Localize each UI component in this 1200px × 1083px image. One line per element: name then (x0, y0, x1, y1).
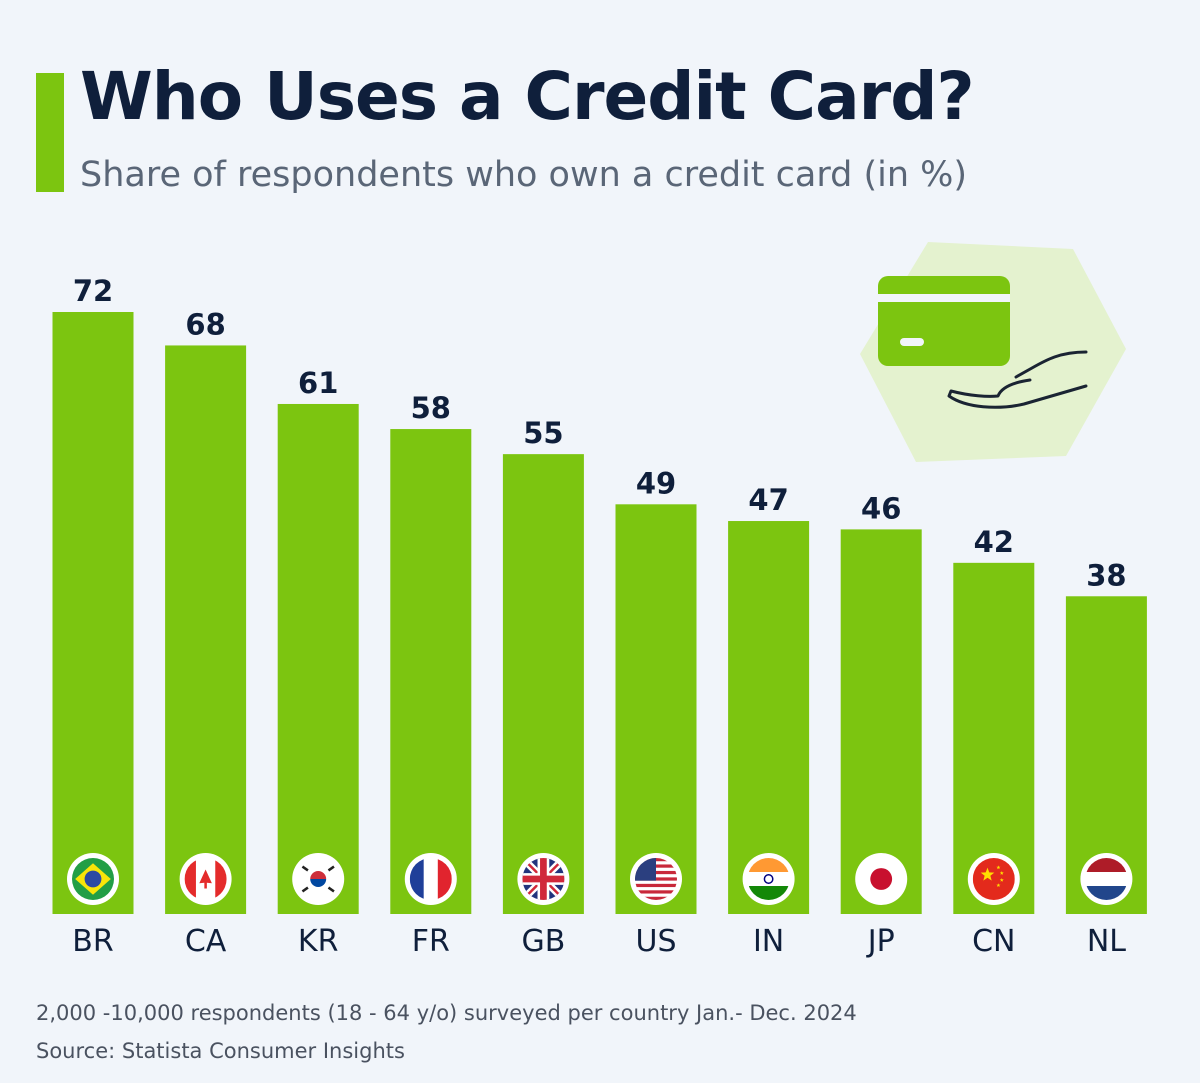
india-flag-icon (742, 853, 795, 905)
value-label-jp: 46 (861, 491, 901, 525)
brazil-flag-icon (67, 853, 119, 905)
south-korea-flag-icon (292, 853, 345, 905)
category-label-cn: CN (972, 924, 1015, 959)
bar-gb (502, 454, 584, 914)
netherlands-flag-icon (1080, 853, 1133, 905)
bar-ca (165, 345, 247, 914)
category-label-jp: JP (866, 924, 895, 959)
credit-card-stripe (878, 294, 1010, 302)
category-label-br: BR (72, 924, 113, 959)
title-accent-bar (36, 73, 64, 192)
footnote: 2,000 -10,000 respondents (18 - 64 y/o) … (36, 1001, 857, 1025)
category-label-ca: CA (185, 924, 227, 959)
hand-outline (947, 350, 1088, 409)
france-flag-icon (404, 853, 457, 905)
bar-fr (390, 429, 472, 914)
bar-br (52, 312, 134, 914)
category-label-nl: NL (1087, 924, 1126, 959)
bar-kr (277, 403, 359, 914)
value-label-br: 72 (73, 274, 113, 308)
bar-jp (840, 529, 922, 914)
chart-title: Who Uses a Credit Card? (80, 58, 975, 135)
credit-card-in-hand-icon (860, 242, 1126, 462)
value-label-nl: 38 (1086, 558, 1126, 592)
chart-subtitle: Share of respondents who own a credit ca… (80, 155, 968, 195)
bar-chart: 72 BR 68 CA 61 KR 58 FR 55 GB 49 US 47 IN 46 JP 42 CN 38 NL (52, 274, 1147, 959)
value-label-kr: 61 (298, 366, 338, 400)
uk-flag-icon (517, 853, 570, 905)
category-label-gb: GB (521, 924, 565, 959)
category-label-fr: FR (412, 924, 450, 959)
usa-flag-icon (630, 853, 682, 905)
value-label-ca: 68 (185, 307, 225, 341)
category-label-in: IN (753, 924, 784, 959)
bar-us (615, 504, 697, 914)
source-note: Source: Statista Consumer Insights (36, 1039, 405, 1063)
value-label-us: 49 (636, 466, 676, 500)
china-flag-icon (967, 853, 1020, 905)
japan-flag-icon (855, 853, 908, 905)
value-label-in: 47 (748, 483, 788, 517)
bar-in (728, 521, 810, 914)
value-label-gb: 55 (523, 416, 563, 450)
value-label-fr: 58 (411, 391, 451, 425)
credit-card-chip (900, 338, 924, 346)
value-label-cn: 42 (974, 525, 1014, 559)
canada-flag-icon (179, 853, 232, 905)
category-label-us: US (635, 924, 676, 959)
category-label-kr: KR (298, 924, 339, 959)
